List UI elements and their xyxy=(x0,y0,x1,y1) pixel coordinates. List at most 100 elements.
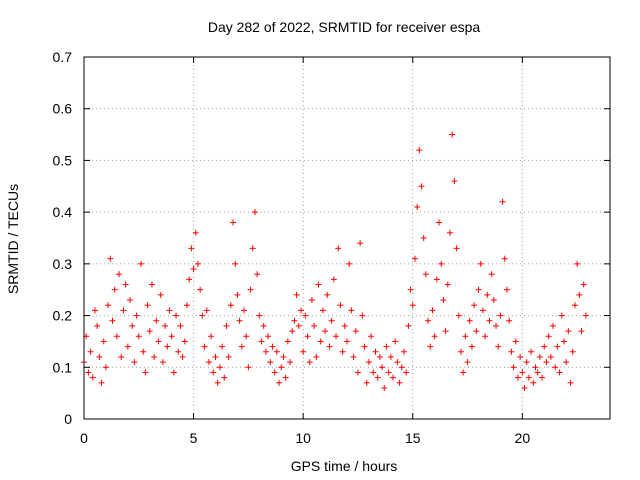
data-point xyxy=(357,240,364,247)
data-point xyxy=(510,364,517,371)
data-point xyxy=(514,374,521,381)
data-point xyxy=(188,245,195,252)
data-point xyxy=(565,328,572,335)
data-point xyxy=(350,353,357,360)
data-point xyxy=(521,384,528,391)
data-point xyxy=(131,359,138,366)
data-point xyxy=(429,307,436,314)
data-point xyxy=(113,333,120,340)
data-point xyxy=(157,291,164,298)
data-point xyxy=(148,281,155,288)
data-point xyxy=(453,245,460,252)
data-point xyxy=(558,312,565,319)
data-point xyxy=(214,379,221,386)
data-point xyxy=(230,219,237,226)
data-point xyxy=(398,364,405,371)
data-point xyxy=(247,286,254,293)
y-tick-label: 0.5 xyxy=(53,152,73,168)
data-point xyxy=(409,302,416,309)
data-point xyxy=(473,328,480,335)
data-point xyxy=(210,369,217,376)
data-point xyxy=(519,369,526,376)
y-tick-label: 0.2 xyxy=(53,308,73,324)
data-point xyxy=(543,359,550,366)
data-point xyxy=(190,266,197,273)
data-point xyxy=(137,260,144,267)
data-point xyxy=(418,183,425,190)
data-point xyxy=(330,276,337,283)
data-point xyxy=(162,322,169,329)
data-point xyxy=(271,369,278,376)
data-point xyxy=(508,348,515,355)
data-point xyxy=(159,359,166,366)
data-point xyxy=(539,374,546,381)
data-point xyxy=(91,307,98,314)
data-point xyxy=(457,348,464,355)
data-point xyxy=(105,302,112,309)
y-tick-label: 0.1 xyxy=(53,359,73,375)
data-point xyxy=(295,322,302,329)
data-point xyxy=(455,312,462,319)
data-point xyxy=(315,281,322,288)
data-point xyxy=(525,374,532,381)
data-point xyxy=(447,229,454,236)
data-point xyxy=(168,333,175,340)
data-point xyxy=(107,255,114,262)
x-tick-label: 20 xyxy=(515,430,531,446)
data-point xyxy=(85,369,92,376)
data-point xyxy=(348,307,355,314)
data-point xyxy=(359,312,366,319)
data-point xyxy=(175,348,182,355)
data-point xyxy=(254,271,261,278)
data-point xyxy=(403,369,410,376)
data-point xyxy=(197,286,204,293)
data-point xyxy=(289,328,296,335)
data-point xyxy=(582,312,589,319)
data-point xyxy=(462,333,469,340)
data-point xyxy=(177,322,184,329)
data-point xyxy=(192,229,199,236)
data-point xyxy=(205,359,212,366)
data-point xyxy=(89,374,96,381)
data-point xyxy=(155,338,162,345)
data-point xyxy=(405,322,412,329)
data-point xyxy=(449,131,456,138)
data-point xyxy=(225,353,232,360)
data-point xyxy=(87,348,94,355)
data-point xyxy=(317,338,324,345)
data-point xyxy=(166,307,173,314)
data-point xyxy=(440,297,447,304)
data-point xyxy=(265,333,272,340)
data-point xyxy=(383,343,390,350)
data-point xyxy=(184,302,191,309)
data-point xyxy=(256,312,263,319)
data-point xyxy=(376,353,383,360)
data-point xyxy=(116,271,123,278)
data-point xyxy=(111,286,118,293)
data-point xyxy=(368,333,375,340)
data-point xyxy=(124,343,131,350)
data-point xyxy=(129,322,136,329)
data-point xyxy=(133,312,140,319)
data-point xyxy=(94,322,101,329)
data-point xyxy=(96,353,103,360)
chart-title: Day 282 of 2022, SRMTID for receiver esp… xyxy=(208,19,481,35)
data-point xyxy=(333,333,340,340)
data-point xyxy=(460,369,467,376)
data-point xyxy=(422,271,429,278)
data-point xyxy=(567,379,574,386)
data-point xyxy=(497,312,504,319)
data-point xyxy=(411,255,418,262)
data-point xyxy=(499,198,506,205)
data-point xyxy=(344,338,350,345)
data-point xyxy=(545,333,552,340)
data-point xyxy=(151,353,158,360)
data-point xyxy=(400,348,407,355)
data-point xyxy=(267,359,274,366)
data-point xyxy=(354,369,361,376)
data-point xyxy=(269,343,276,350)
data-point xyxy=(425,317,432,324)
data-point xyxy=(245,364,252,371)
data-point xyxy=(523,359,530,366)
